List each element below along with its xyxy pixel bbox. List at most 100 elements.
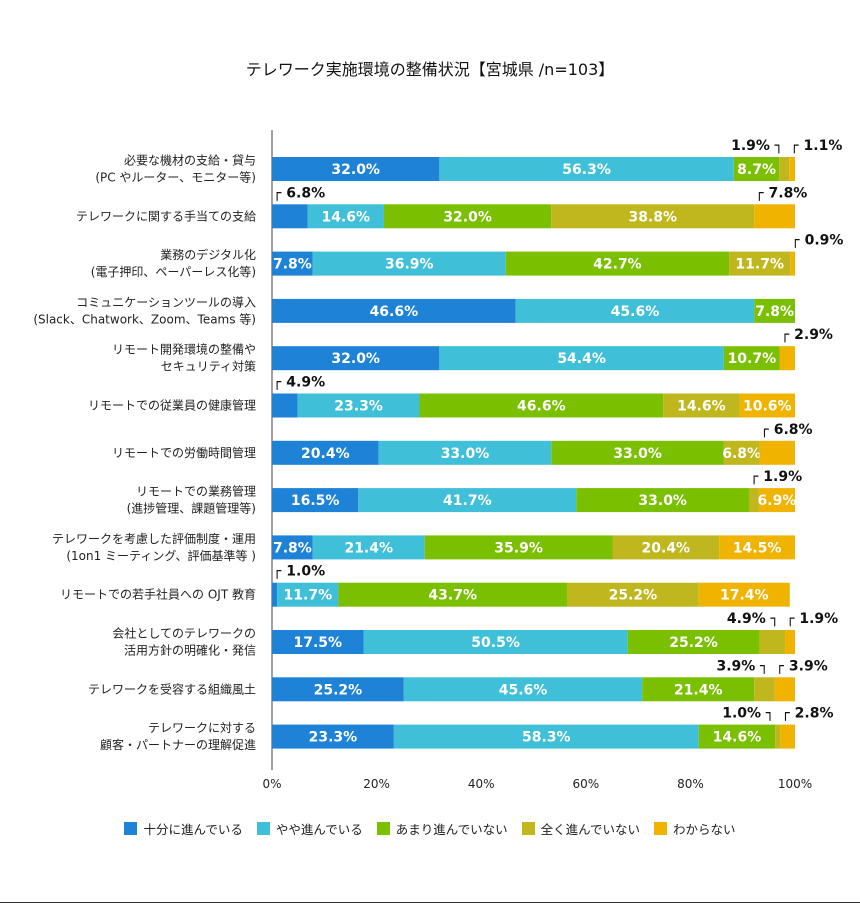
- bar-segment: [723, 440, 760, 465]
- bar-segment: [272, 157, 440, 181]
- bar-segment: [758, 488, 795, 513]
- bar-segment: [719, 535, 795, 560]
- value-label: 8.7%: [737, 162, 776, 178]
- bar-segment: [307, 204, 384, 229]
- bar-segment: [790, 251, 795, 276]
- legend-swatch: [521, 822, 535, 835]
- outside-value-label: ┌ 2.8%: [781, 706, 833, 722]
- bar-segment: [759, 630, 786, 654]
- value-label: 32.0%: [331, 351, 380, 367]
- outside-value-label: ┌ 1.9%: [786, 611, 838, 627]
- value-label: 45.6%: [611, 304, 660, 320]
- bar-segment: [729, 251, 791, 276]
- bar-segment: [754, 677, 775, 702]
- category-label: テレワークを受容する組織風土: [88, 681, 256, 696]
- bar-segment: [576, 488, 749, 513]
- x-tick-label: 60%: [572, 777, 599, 791]
- outside-value-label: 1.0% ┐: [722, 706, 774, 722]
- bar-segment: [439, 346, 724, 371]
- bar-segment: [779, 157, 790, 181]
- value-label: 10.6%: [743, 399, 792, 415]
- outside-value-label: ┌ 6.8%: [760, 422, 812, 438]
- category-label: 顧客・パートナーの理解促進: [100, 737, 256, 752]
- value-label: 43.7%: [428, 588, 477, 604]
- bar-segment: [627, 630, 760, 654]
- bar-segment: [297, 393, 420, 418]
- value-label: 38.8%: [628, 209, 677, 225]
- bar-segment: [779, 346, 795, 371]
- bar-segment: [723, 346, 780, 371]
- category-label: リモートでの若手社員への OJT 教育: [60, 587, 256, 602]
- chart-title: テレワーク実施環境の整備状況【宮城県 /n=103】: [245, 60, 615, 79]
- value-label: 17.5%: [293, 635, 342, 651]
- legend-label: 全く進んでいない: [540, 822, 641, 837]
- legend-label: あまり進んでいない: [395, 822, 508, 837]
- category-label: コミュニケーションツールの導入: [76, 295, 256, 309]
- bar-segment: [754, 204, 795, 229]
- value-label: 41.7%: [443, 493, 492, 509]
- bar-segment: [393, 724, 699, 749]
- x-tick-label: 40%: [468, 777, 495, 791]
- outside-value-label: ┌ 1.9%: [750, 469, 802, 485]
- legend: 十分に進んでいる やや進んでいる あまり進んでいない 全く進んでいない わからない: [0, 819, 860, 838]
- bar-segment: [505, 251, 730, 276]
- value-label: 46.6%: [370, 304, 419, 320]
- value-label: 35.9%: [494, 540, 543, 556]
- bar-segment: [733, 157, 780, 181]
- bar-segment: [663, 393, 740, 418]
- category-label: (電子押印、ペーパーレス化等): [91, 265, 256, 279]
- category-label: (1on1 ミーティング、評価基準等 ): [66, 548, 256, 563]
- bar-segment: [277, 582, 339, 607]
- x-tick-label: 100%: [778, 777, 812, 791]
- bar-segment: [754, 298, 795, 323]
- category-label: 業務のデジタル化: [160, 247, 256, 262]
- bar-segment: [403, 677, 643, 702]
- bar-segment: [785, 630, 795, 654]
- bar-segment: [566, 582, 699, 607]
- bar-segment: [748, 488, 759, 513]
- outside-value-label: ┌ 7.8%: [755, 185, 807, 201]
- outside-value-label: 4.9% ┐: [727, 611, 779, 627]
- category-label: 活用方針の明確化・発信: [124, 643, 256, 658]
- category-label: (Slack、Chatwork、Zoom、Teams 等): [33, 312, 256, 326]
- bar-segment: [272, 346, 440, 371]
- legend-item: 全く進んでいない: [521, 819, 641, 838]
- outside-value-label: 3.9% ┐: [716, 658, 768, 674]
- bar-segment: [383, 204, 552, 229]
- legend-swatch: [654, 822, 668, 835]
- bar-segment: [642, 677, 755, 702]
- value-label: 16.5%: [291, 493, 340, 509]
- x-tick-label: 80%: [677, 777, 704, 791]
- legend-label: やや進んでいる: [275, 822, 363, 837]
- legend-swatch: [376, 822, 390, 835]
- category-label: テレワークに関する手当ての支給: [76, 209, 256, 223]
- outside-value-label: ┌ 3.9%: [776, 658, 828, 674]
- bar-segment: [439, 157, 734, 181]
- bar-segment: [272, 630, 364, 654]
- outside-value-label: 1.9% ┐: [731, 138, 783, 154]
- value-label: 36.9%: [385, 257, 434, 273]
- value-label: 14.6%: [713, 730, 762, 746]
- category-label: リモート開発環境の整備や: [112, 342, 256, 357]
- legend-swatch: [124, 822, 138, 835]
- value-label: 56.3%: [562, 162, 611, 178]
- bar-segment: [272, 582, 278, 607]
- bar-segment: [272, 440, 379, 465]
- value-label: 33.0%: [613, 446, 662, 462]
- value-label: 32.0%: [443, 209, 492, 225]
- bar-segment: [312, 251, 506, 276]
- outside-value-label: ┌ 1.1%: [790, 138, 842, 154]
- outside-value-label: ┌ 1.0%: [273, 564, 325, 580]
- bar-segment: [358, 488, 577, 513]
- outside-value-label: ┌ 2.9%: [781, 327, 833, 343]
- category-label: リモートでの従業員の健康管理: [88, 398, 256, 413]
- value-label: 33.0%: [638, 493, 687, 509]
- value-label: 23.3%: [309, 730, 358, 746]
- value-label: 33.0%: [441, 446, 490, 462]
- value-label: 32.0%: [331, 162, 380, 178]
- value-label: 25.2%: [609, 588, 658, 604]
- value-label: 46.6%: [517, 399, 566, 415]
- value-label: 11.7%: [284, 588, 333, 604]
- category-label: リモートでの業務管理: [136, 484, 256, 499]
